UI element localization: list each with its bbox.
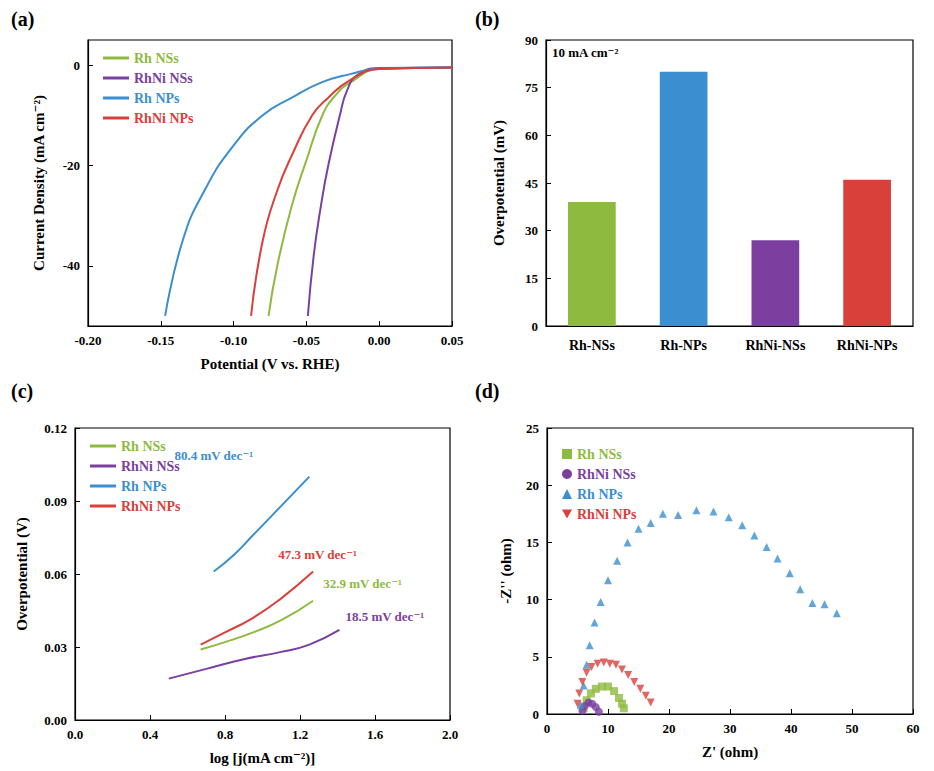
svg-text:0.05: 0.05 <box>441 333 464 348</box>
svg-text:10: 10 <box>526 592 539 607</box>
svg-text:60: 60 <box>525 128 538 143</box>
svg-text:RhNi-NPs: RhNi-NPs <box>837 338 898 353</box>
svg-text:20: 20 <box>663 721 676 736</box>
svg-text:0.06: 0.06 <box>44 567 67 582</box>
svg-text:-0.05: -0.05 <box>293 333 321 348</box>
svg-text:32.9 mV dec⁻¹: 32.9 mV dec⁻¹ <box>323 576 402 591</box>
svg-text:75: 75 <box>525 80 539 95</box>
svg-text:Rh NSs: Rh NSs <box>134 51 179 66</box>
svg-text:0.00: 0.00 <box>368 333 391 348</box>
svg-text:-20: -20 <box>63 158 80 173</box>
svg-text:Rh NSs: Rh NSs <box>121 439 166 454</box>
svg-text:1.6: 1.6 <box>367 727 384 742</box>
svg-text:90: 90 <box>525 33 538 48</box>
svg-text:-0.15: -0.15 <box>147 333 175 348</box>
svg-text:(a): (a) <box>11 8 34 31</box>
svg-text:RhNi NSs: RhNi NSs <box>577 467 636 482</box>
svg-text:(b): (b) <box>475 8 499 31</box>
svg-text:0.09: 0.09 <box>44 494 67 509</box>
svg-text:0: 0 <box>74 58 81 73</box>
svg-text:0.0: 0.0 <box>67 727 83 742</box>
svg-text:60: 60 <box>907 721 920 736</box>
svg-text:15: 15 <box>525 271 539 286</box>
svg-text:1.2: 1.2 <box>292 727 308 742</box>
svg-text:0.8: 0.8 <box>217 727 234 742</box>
svg-text:10: 10 <box>602 721 615 736</box>
svg-text:-Z'' (ohm): -Z'' (ohm) <box>498 538 515 603</box>
svg-text:Overpotential (V): Overpotential (V) <box>14 517 31 631</box>
svg-text:RhNi NPs: RhNi NPs <box>577 507 637 522</box>
svg-text:RhNi NPs: RhNi NPs <box>134 111 194 126</box>
svg-text:log [j(mA cm⁻²)]: log [j(mA cm⁻²)] <box>210 750 316 767</box>
svg-text:Z' (ohm): Z' (ohm) <box>702 744 758 761</box>
svg-text:15: 15 <box>526 535 540 550</box>
svg-text:-40: -40 <box>63 258 80 273</box>
svg-text:0.00: 0.00 <box>44 713 67 728</box>
svg-text:RhNi NSs: RhNi NSs <box>121 459 180 474</box>
svg-text:25: 25 <box>526 421 540 436</box>
svg-text:Overpotential (mV): Overpotential (mV) <box>491 120 508 246</box>
svg-text:-0.10: -0.10 <box>220 333 247 348</box>
svg-text:0: 0 <box>533 707 540 722</box>
svg-text:10 mA cm⁻²: 10 mA cm⁻² <box>552 45 618 60</box>
svg-text:-0.20: -0.20 <box>74 333 101 348</box>
svg-text:30: 30 <box>525 223 538 238</box>
svg-text:0.4: 0.4 <box>142 727 159 742</box>
svg-text:0: 0 <box>532 319 539 334</box>
svg-text:Rh NPs: Rh NPs <box>121 479 167 494</box>
svg-text:2.0: 2.0 <box>442 727 458 742</box>
svg-text:Potential (V vs. RHE): Potential (V vs. RHE) <box>201 356 340 373</box>
svg-text:Current Density (mA cm⁻²): Current Density (mA cm⁻²) <box>31 95 48 271</box>
svg-text:45: 45 <box>525 176 539 191</box>
svg-text:5: 5 <box>533 649 540 664</box>
svg-text:(d): (d) <box>475 380 499 403</box>
svg-text:50: 50 <box>846 721 859 736</box>
svg-text:20: 20 <box>526 478 539 493</box>
svg-text:40: 40 <box>785 721 798 736</box>
svg-text:(c): (c) <box>11 380 33 403</box>
svg-text:30: 30 <box>724 721 737 736</box>
svg-text:RhNi-NSs: RhNi-NSs <box>745 338 805 353</box>
svg-text:RhNi NPs: RhNi NPs <box>121 499 181 514</box>
svg-text:Rh NSs: Rh NSs <box>577 447 622 462</box>
svg-text:RhNi NSs: RhNi NSs <box>134 71 193 86</box>
svg-text:Rh NPs: Rh NPs <box>577 487 623 502</box>
svg-text:0.03: 0.03 <box>44 640 67 655</box>
svg-text:0: 0 <box>544 721 551 736</box>
svg-text:Rh NPs: Rh NPs <box>134 91 180 106</box>
svg-text:47.3 mV dec⁻¹: 47.3 mV dec⁻¹ <box>278 547 357 562</box>
svg-text:Rh-NSs: Rh-NSs <box>569 338 615 353</box>
svg-text:80.4 mV dec⁻¹: 80.4 mV dec⁻¹ <box>174 448 253 463</box>
svg-text:0.12: 0.12 <box>44 421 67 436</box>
svg-text:18.5 mV dec⁻¹: 18.5 mV dec⁻¹ <box>345 609 424 624</box>
svg-text:Rh-NPs: Rh-NPs <box>660 338 707 353</box>
